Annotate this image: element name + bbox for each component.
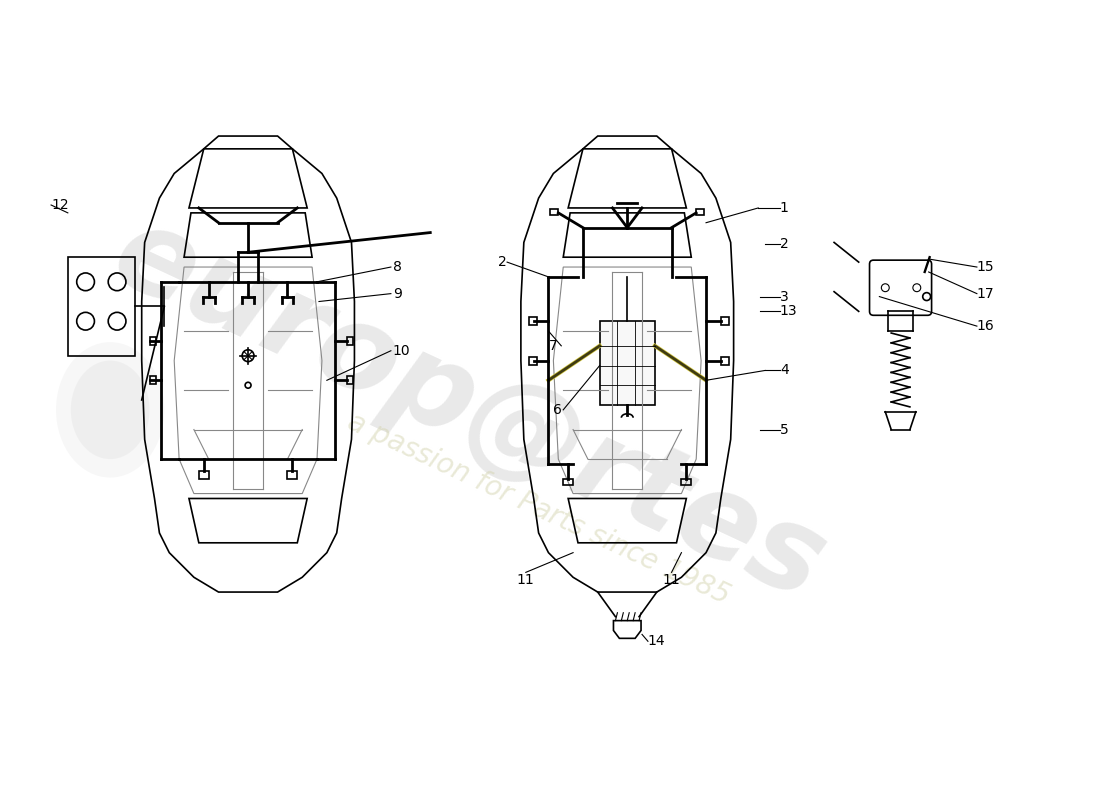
Text: 2: 2 — [498, 255, 507, 269]
Text: 9: 9 — [393, 286, 402, 301]
Bar — [681, 478, 691, 485]
Text: 14: 14 — [648, 634, 666, 648]
Text: 12: 12 — [51, 198, 68, 212]
Bar — [150, 337, 156, 345]
Bar — [720, 318, 728, 325]
Text: 15: 15 — [977, 260, 994, 274]
Bar — [550, 209, 559, 215]
Ellipse shape — [70, 361, 150, 459]
Text: 10: 10 — [393, 344, 410, 358]
Ellipse shape — [56, 342, 164, 478]
Text: europ@rtes: europ@rtes — [96, 195, 844, 625]
Bar — [696, 209, 704, 215]
Bar — [529, 318, 537, 325]
Bar — [150, 376, 156, 384]
Bar — [529, 357, 537, 365]
Text: 11: 11 — [662, 574, 681, 587]
Text: 1: 1 — [780, 201, 789, 215]
Text: 11: 11 — [517, 574, 535, 587]
Bar — [346, 337, 353, 345]
Text: 7: 7 — [549, 339, 558, 353]
Bar — [720, 357, 728, 365]
Bar — [346, 376, 353, 384]
Text: 4: 4 — [780, 363, 789, 378]
Bar — [287, 471, 297, 478]
Text: 17: 17 — [977, 286, 994, 301]
Text: 3: 3 — [780, 290, 789, 303]
Bar — [68, 257, 135, 356]
Text: 6: 6 — [553, 403, 562, 417]
Text: a passion for Parts since 1985: a passion for Parts since 1985 — [343, 407, 735, 610]
Text: 5: 5 — [780, 422, 789, 437]
Bar — [600, 322, 654, 405]
Text: 13: 13 — [780, 304, 798, 318]
Text: 16: 16 — [977, 319, 994, 333]
Bar — [563, 478, 573, 485]
Text: 2: 2 — [780, 238, 789, 251]
Text: 8: 8 — [393, 260, 402, 274]
Bar — [199, 471, 209, 478]
